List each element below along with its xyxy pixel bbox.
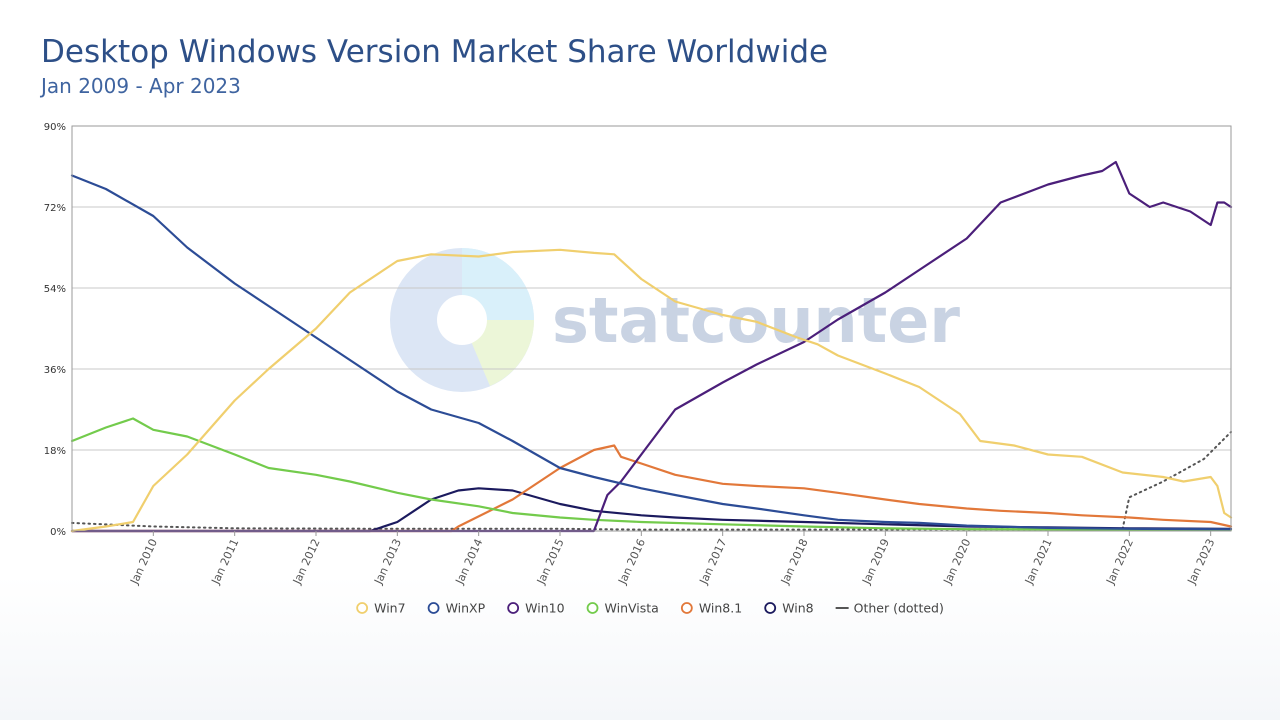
y-axis: 0% 18% 36% 54% 72% 90%: [44, 122, 66, 538]
x-tick-label: Jan 2015: [534, 537, 567, 587]
legend-label: Win10: [525, 601, 564, 616]
y-tick-label: 18%: [44, 446, 66, 457]
x-tick-label: Jan 2010: [127, 537, 160, 587]
chart-grid: [72, 125, 1231, 451]
series-line-winxp: [70, 174, 1233, 531]
x-tick-label: Jan 2012: [290, 537, 323, 587]
y-tick-label: 72%: [44, 203, 66, 214]
legend-circle-icon: [427, 602, 440, 614]
x-tick-label: Jan 2022: [1103, 537, 1136, 587]
legend-item-other-dotted[interactable]: Other (dotted): [835, 601, 944, 616]
series-line-win8: [70, 487, 1233, 533]
legend-item-win10[interactable]: Win10: [507, 601, 565, 616]
series-line-win8-1: [70, 444, 1233, 533]
series-line-other-dotted: [71, 431, 1232, 531]
legend-item-winxp[interactable]: WinXP: [427, 601, 486, 616]
x-tick-label: Jan 2019: [859, 537, 892, 587]
y-tick-label: 90%: [44, 122, 66, 133]
series-line-win7: [70, 248, 1233, 533]
x-tick-label: Jan 2017: [697, 537, 730, 587]
legend-circle-icon: [356, 602, 369, 614]
series-line-winvista: [70, 417, 1233, 531]
chart-series: [70, 160, 1233, 533]
legend-item-win8[interactable]: Win8: [764, 601, 814, 616]
legend[interactable]: Win7 WinXP Win10 WinVista Win8.1 Win8 Other (d…: [356, 601, 944, 616]
x-tick-label: Jan 2021: [1022, 537, 1055, 587]
x-tick-label: Jan 2020: [941, 537, 974, 587]
x-tick-label: Jan 2016: [615, 537, 648, 587]
legend-item-win8-1[interactable]: Win8.1: [680, 601, 742, 616]
plot-frame: [71, 125, 1232, 532]
legend-item-win7[interactable]: Win7: [356, 601, 406, 616]
x-tick-label: Jan 2018: [778, 537, 811, 587]
x-tick-label: Jan 2013: [371, 537, 404, 587]
legend-circle-icon: [680, 602, 693, 614]
x-axis: Jan 2010 Jan 2011 Jan 2012 Jan 2013 Jan 2014…: [127, 531, 1217, 587]
legend-label: WinVista: [605, 601, 659, 616]
page-title: Desktop Windows Version Market Share Wor…: [41, 34, 829, 70]
legend-circle-icon: [507, 602, 520, 614]
legend-label: Win7: [374, 601, 405, 616]
legend-circle-icon: [764, 602, 777, 614]
legend-label: Win8: [782, 601, 813, 616]
legend-label: Other (dotted): [854, 601, 944, 616]
series-line-win10: [70, 160, 1233, 533]
x-tick-label: Jan 2011: [209, 537, 242, 587]
legend-label: WinXP: [446, 601, 486, 616]
page-subtitle: Jan 2009 - Apr 2023: [41, 74, 241, 98]
y-tick-label: 36%: [44, 365, 66, 376]
x-tick-label: Jan 2014: [453, 537, 486, 587]
x-tick-label: Jan 2023: [1185, 537, 1218, 587]
legend-label: Win8.1: [699, 601, 742, 616]
y-tick-label: 54%: [44, 284, 66, 295]
legend-circle-icon: [586, 602, 599, 614]
y-tick-label: 0%: [50, 527, 66, 538]
legend-item-winvista[interactable]: WinVista: [586, 601, 659, 616]
watermark-text: statcounter: [552, 284, 960, 357]
statcounter-watermark: statcounter: [390, 248, 960, 392]
